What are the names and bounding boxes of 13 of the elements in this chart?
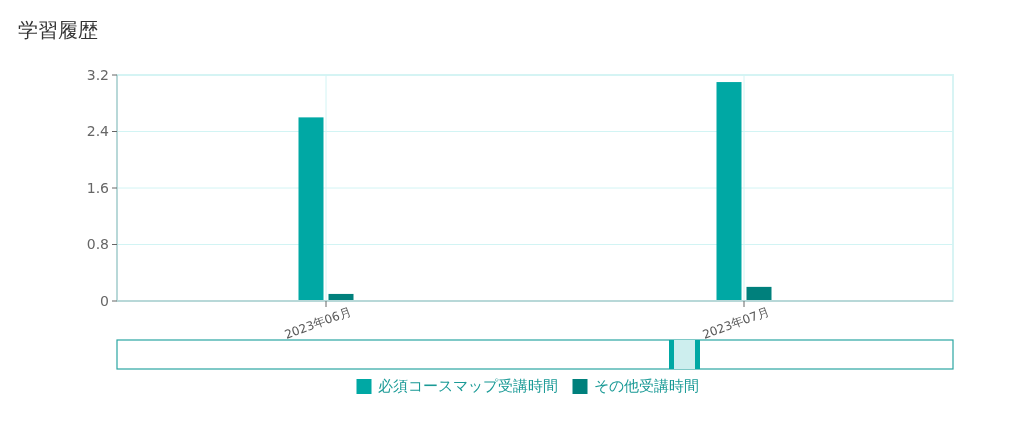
bar (298, 117, 324, 301)
y-tick-label: 2.4 (86, 123, 110, 140)
bar (746, 286, 772, 301)
chart-title: 学習履歴 (18, 18, 98, 42)
bar (716, 82, 742, 301)
y-tick-label: 1.6 (86, 179, 110, 196)
y-tick-label: 0.8 (86, 236, 109, 253)
x-tick-label: 2023年06月 (282, 304, 354, 342)
legend-label: その他受講時間 (593, 377, 699, 396)
y-tick-label: 0 (100, 292, 109, 309)
y-tick-label: 3.2 (86, 66, 109, 83)
x-tick-label: 2023年07月 (700, 304, 772, 342)
legend-label: 必須コースマップ受講時間 (377, 377, 558, 396)
